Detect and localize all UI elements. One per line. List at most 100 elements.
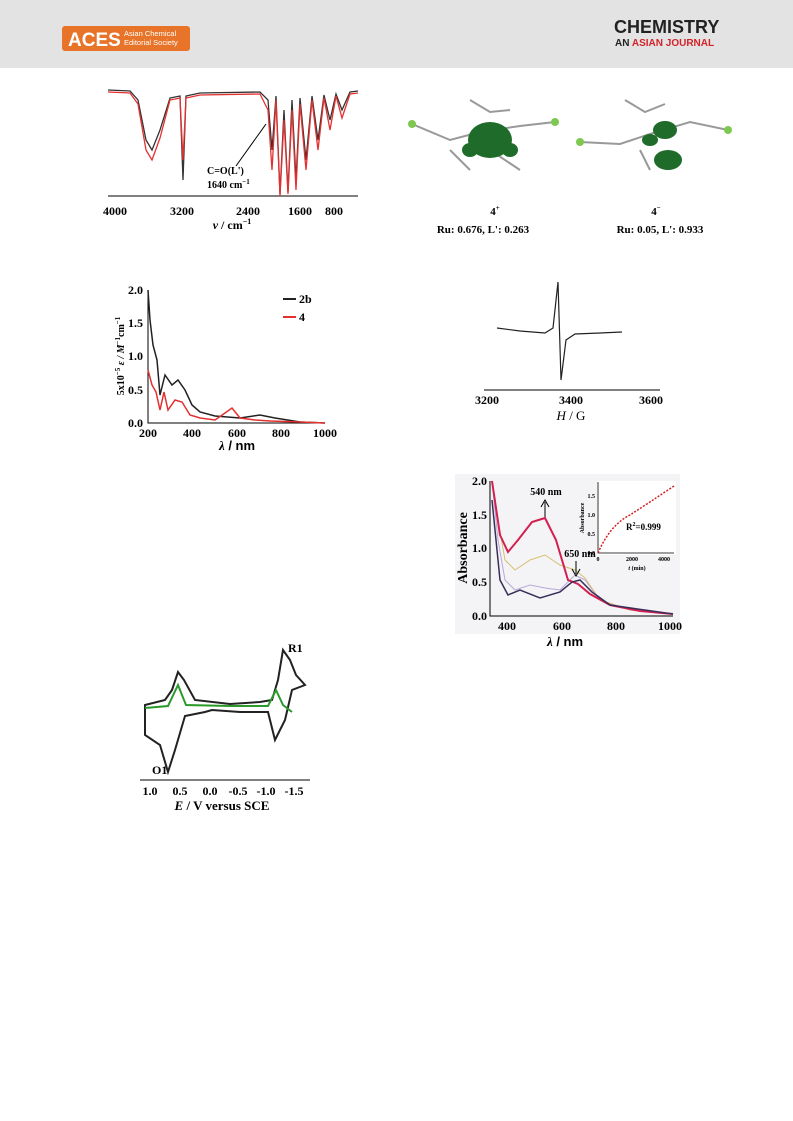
- annotation: 1640 cm−1: [207, 178, 250, 191]
- p: =0.999: [636, 522, 662, 532]
- tick-label: -1.0: [257, 784, 276, 798]
- p: R: [626, 522, 633, 532]
- orbital-lobe: [653, 121, 677, 139]
- axis-label: t (min): [628, 565, 645, 572]
- axis-label: ν / cm−1: [213, 217, 252, 232]
- axes: [489, 481, 673, 617]
- orbital-label: 4−: [651, 204, 661, 218]
- unit: / nm: [553, 634, 583, 649]
- logo: ACES: [68, 30, 121, 51]
- tick-label: 1600: [288, 204, 312, 218]
- journal: CHEMISTRY: [614, 17, 719, 37]
- tick-label: 400: [183, 426, 201, 440]
- tick-label: 2.0: [472, 474, 487, 488]
- unit: / nm: [225, 438, 255, 453]
- exp: −1: [243, 217, 252, 226]
- p: 5x10: [116, 375, 127, 395]
- tick-label: 0.5: [588, 532, 596, 538]
- axis-label: E / V versus SCE: [174, 798, 270, 813]
- unit: / cm: [218, 218, 243, 232]
- unit: (min): [630, 565, 646, 572]
- peak-label: O1: [152, 763, 167, 777]
- epr-figure: 3200 3400 3600 H / G: [475, 281, 663, 423]
- annotation: 540 nm: [530, 487, 562, 498]
- p: −1: [114, 316, 122, 324]
- orbital-lobe: [642, 134, 658, 146]
- peak-label: R1: [288, 641, 303, 655]
- symbol: λ: [546, 634, 553, 649]
- tick-label: 0.5: [128, 383, 143, 397]
- logo-sub: Editorial Society: [124, 38, 178, 47]
- orbital-label: 4+: [490, 204, 500, 218]
- orbital-lobe: [462, 143, 478, 157]
- charge: +: [496, 204, 500, 212]
- orbital-lobe: [502, 143, 518, 157]
- tick-label: 1.5: [472, 508, 487, 522]
- tick-label: 2000: [626, 557, 638, 563]
- logo-box: [62, 26, 190, 51]
- tick-label: -0.5: [229, 784, 248, 798]
- tick-label: 3400: [559, 393, 583, 407]
- tick-label: 800: [325, 204, 343, 218]
- tick-label: 1.5: [588, 494, 596, 500]
- unit: / V versus SCE: [183, 798, 269, 813]
- uv-curve-2b: [147, 289, 326, 424]
- tick-label: 1000: [658, 619, 682, 633]
- tick-label: 1.0: [128, 349, 143, 363]
- exp: −1: [242, 178, 250, 186]
- journal-sub: AN ASIAN JOURNAL: [615, 38, 714, 49]
- tick-label: 0.0: [472, 609, 487, 623]
- tick-label: 2.0: [128, 283, 143, 297]
- annotation: C=O(L'): [207, 166, 244, 177]
- tick-label: 0: [597, 557, 600, 563]
- arrow: [235, 123, 267, 167]
- wn: 1640 cm: [207, 180, 243, 191]
- cv-figure: 1.0 0.5 0.0 -0.5 -1.0 -1.5 E / V versus …: [140, 641, 310, 813]
- axis-label: λ / nm: [218, 438, 255, 453]
- unit: / G: [566, 408, 586, 423]
- ir-curve-red: [107, 91, 359, 197]
- tick-label: 1.0: [472, 541, 487, 555]
- tick-label: 4000: [658, 557, 670, 563]
- name: 4: [651, 206, 657, 218]
- atom: [724, 126, 732, 134]
- tick-label: 200: [139, 426, 157, 440]
- uv-figure: 0.0 0.5 1.0 1.5 2.0 200 400 600 800 1000…: [114, 283, 337, 453]
- annotation: 650 nm: [564, 549, 596, 560]
- charge: −: [657, 204, 661, 212]
- tick-label: 600: [553, 619, 571, 633]
- tick-label: 3200: [170, 204, 194, 218]
- arrow: [540, 498, 550, 517]
- axis-label: Absorbance: [580, 502, 586, 533]
- orbital-lobe: [468, 122, 512, 158]
- ir-curve-black: [107, 89, 359, 195]
- tick-label: 400: [498, 619, 516, 633]
- legend-label: 2b: [299, 292, 312, 306]
- atom: [551, 118, 559, 126]
- inset-panel: [597, 481, 676, 555]
- tick-label: 800: [607, 619, 625, 633]
- tick-label: 0.0: [203, 784, 218, 798]
- uv-curve-4: [147, 369, 326, 424]
- symbol: E: [174, 798, 184, 813]
- tick-label: 3200: [475, 393, 499, 407]
- axis-label: λ / nm: [546, 634, 583, 649]
- tick-label: 3600: [639, 393, 663, 407]
- kinetics-figure: 0.0 0.5 1.0 1.5 2.0 400 600 800 1000 λ /…: [455, 474, 682, 649]
- tick-label: 800: [272, 426, 290, 440]
- axis-label: H / G: [556, 408, 586, 423]
- tick-label: 0.0: [588, 551, 596, 557]
- tick-label: 1000: [313, 426, 337, 440]
- fit-label: R2=0.999: [626, 522, 661, 532]
- tick-label: -1.5: [285, 784, 304, 798]
- logo-sub: Asian Chemical: [124, 29, 176, 38]
- symbol: t: [628, 566, 630, 572]
- tick-label: 0.0: [128, 416, 143, 430]
- ir-figure: 4000 3200 2400 1600 800 ν / cm−1 C=O(L')…: [103, 89, 359, 232]
- epr-curve: [496, 281, 623, 381]
- arrow: [571, 561, 581, 578]
- legend-label: 4: [299, 310, 305, 324]
- symbol: ν: [213, 218, 219, 232]
